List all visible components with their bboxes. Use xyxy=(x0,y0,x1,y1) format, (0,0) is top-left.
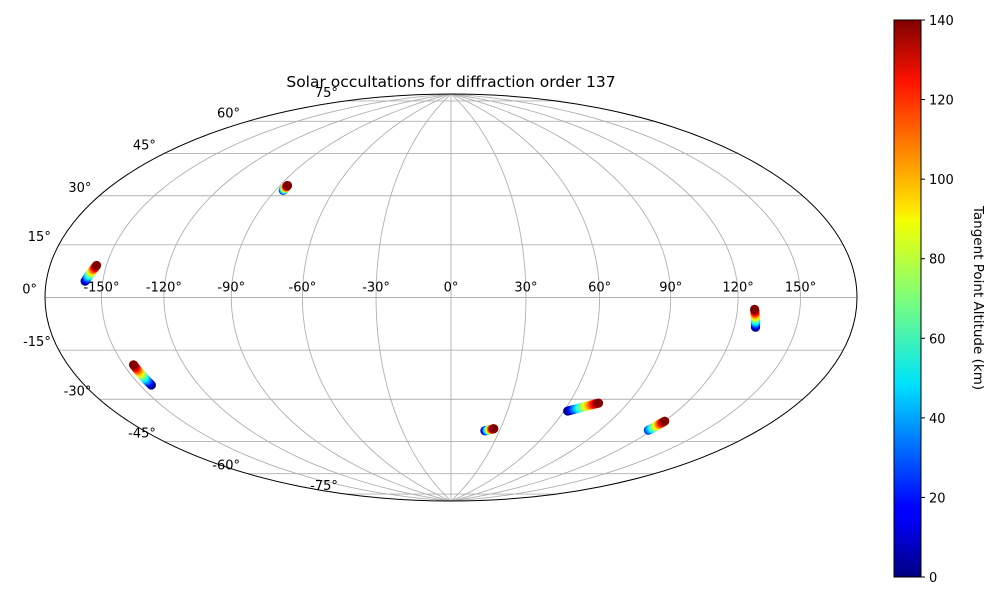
longitude-tick-labels: -150° -120° -90° -60° -30° 0° 30° 60° 90° 120° 150… xyxy=(83,281,816,296)
colorbar-tick-label: 120 xyxy=(929,94,954,109)
colorbar-tick-label: 40 xyxy=(929,412,946,427)
longitude-tick-label: 90° xyxy=(659,281,682,296)
longitude-tick-label: 30° xyxy=(514,281,537,296)
longitude-tick-label: -30° xyxy=(362,281,390,296)
latitude-tick-label: 0° xyxy=(22,283,37,298)
occultation-point xyxy=(489,424,499,434)
longitude-tick-label: -90° xyxy=(217,281,245,296)
latitude-tick-labels: -75° -60° -45° -30° -15° 0° 15° 30° 45° 60° 75° xyxy=(22,86,338,494)
latitude-tick-label: -75° xyxy=(310,479,338,494)
colorbar-tick-label: 100 xyxy=(929,173,954,188)
occultation-point xyxy=(750,304,760,314)
colorbar-tick-label: 80 xyxy=(929,253,946,268)
latitude-tick-label: -45° xyxy=(128,426,156,441)
latitude-tick-label: -60° xyxy=(212,459,240,474)
colorbar-ticks: 0 20 40 60 80 100 120 140 xyxy=(921,14,954,586)
longitude-tick-label: -60° xyxy=(289,281,317,296)
longitude-tick-label: 150° xyxy=(785,281,816,296)
latitude-tick-label: 15° xyxy=(28,230,51,245)
occultation-point xyxy=(91,260,102,271)
occultation-point xyxy=(593,398,604,408)
longitude-tick-label: 120° xyxy=(722,281,753,296)
colorbar-tick-label: 60 xyxy=(929,332,946,347)
latitude-tick-label: -15° xyxy=(23,335,51,350)
chart-title: Solar occultations for diffraction order… xyxy=(286,73,615,91)
graticule xyxy=(45,94,857,501)
map-boundary xyxy=(44,93,858,502)
latitude-tick-label: 45° xyxy=(133,139,156,154)
latitude-tick-label: 75° xyxy=(315,86,338,101)
colorbar-tick-label: 0 xyxy=(929,571,937,586)
map-plot-area: -150° -120° -90° -60° -30° 0° 30° 60° 90° 120° 150… xyxy=(22,86,858,502)
occultation-point xyxy=(282,180,293,191)
latitude-tick-label: 60° xyxy=(217,106,240,121)
occultation-point xyxy=(128,360,139,370)
latitude-tick-label: -30° xyxy=(64,384,92,399)
colorbar-gradient xyxy=(893,19,922,578)
occultation-points xyxy=(80,180,761,436)
longitude-tick-label: 60° xyxy=(588,281,611,296)
longitude-tick-label: -150° xyxy=(83,281,119,296)
longitude-tick-label: -120° xyxy=(146,281,182,296)
longitude-tick-label: 0° xyxy=(444,281,459,296)
colorbar-label: Tangent Point Altitude (km) xyxy=(970,205,986,390)
latitude-tick-label: 30° xyxy=(68,181,91,196)
colorbar-tick-label: 140 xyxy=(929,14,954,29)
colorbar-tick-label: 20 xyxy=(929,491,946,506)
occultation-point xyxy=(660,416,670,426)
colorbar: 0 20 40 60 80 100 120 140 Tangent Point Altitud… xyxy=(893,14,986,586)
